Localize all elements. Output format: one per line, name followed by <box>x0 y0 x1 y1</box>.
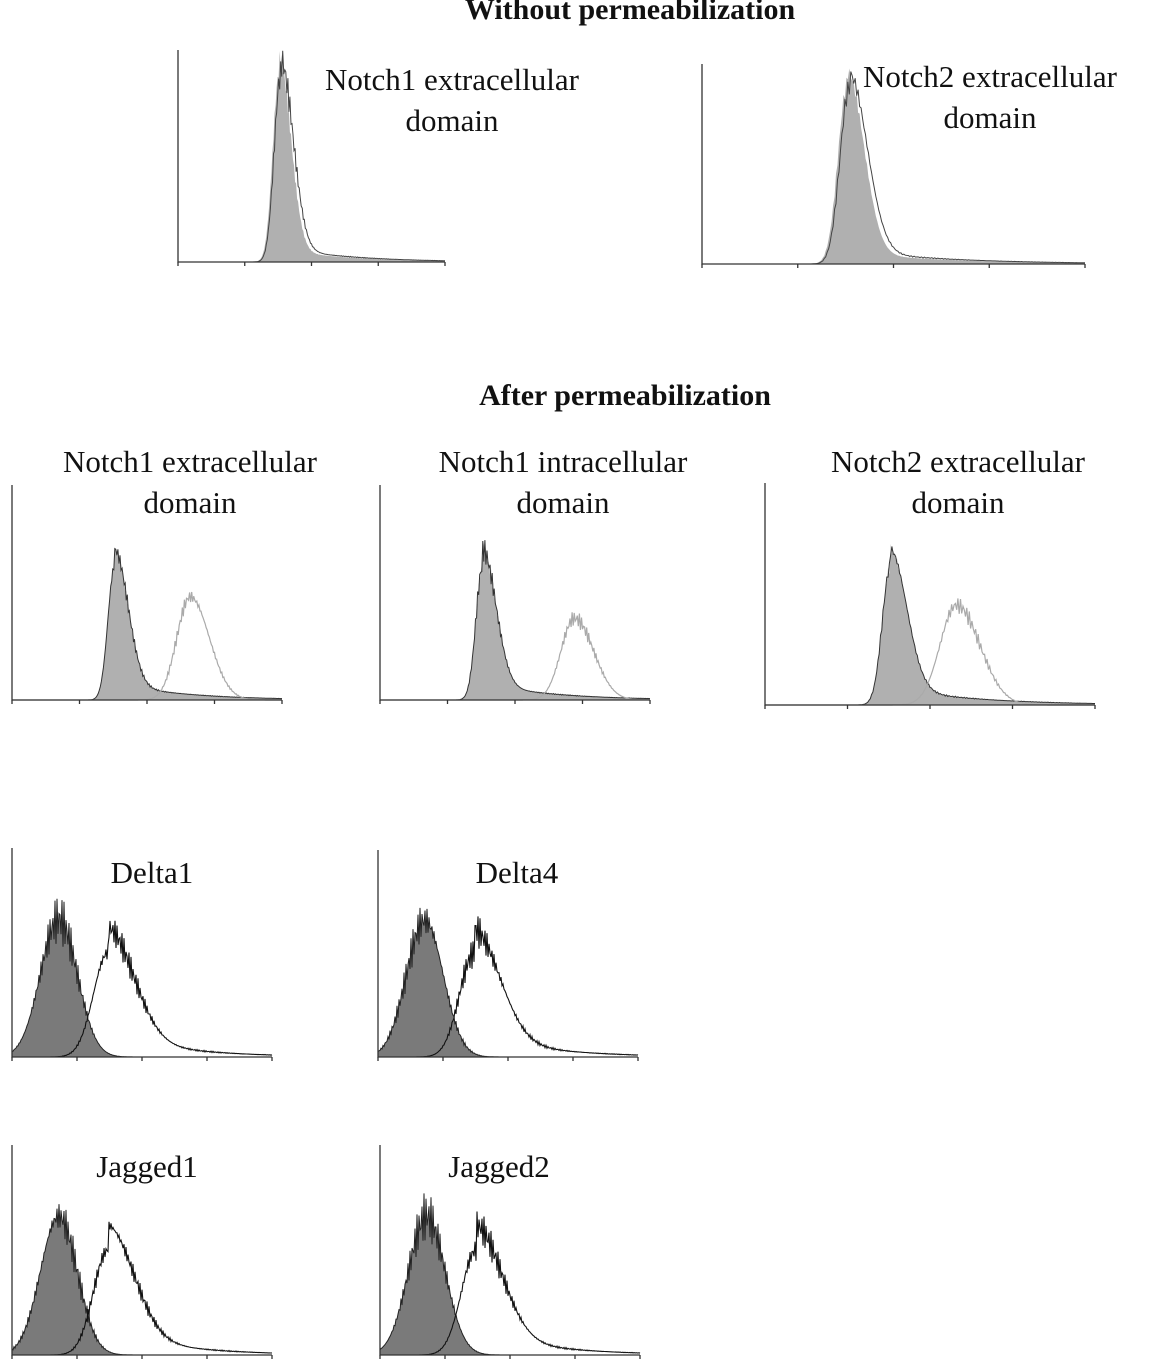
panel-title: domain <box>944 100 1037 135</box>
histogram-fill <box>379 1193 640 1356</box>
section-title: Without permeabilization <box>465 0 796 26</box>
panel-title: Notch1 intracellular <box>439 444 688 479</box>
histogram-fill <box>11 1204 272 1356</box>
histogram-line <box>380 540 651 701</box>
panel-title: Delta4 <box>476 855 559 890</box>
panel-title: domain <box>406 103 499 138</box>
section-title: After permeabilization <box>479 379 771 412</box>
panel-title: Notch2 extracellular <box>831 444 1086 479</box>
histogram-fill <box>380 541 650 700</box>
panel-title: Notch1 extracellular <box>63 444 318 479</box>
panel-title: domain <box>912 485 1005 520</box>
panel-title: domain <box>144 485 237 520</box>
panel-title: Notch2 extracellular <box>863 59 1118 94</box>
panel-title: Notch1 extracellular <box>325 62 580 97</box>
panel-title: Delta1 <box>111 855 194 890</box>
panel-title: domain <box>517 485 610 520</box>
histogram-fill <box>765 543 1095 705</box>
axis <box>379 485 650 701</box>
histogram-fill <box>377 907 638 1058</box>
histogram-fill <box>11 898 272 1058</box>
histogram-fill <box>702 68 1085 264</box>
histogram-line <box>765 546 1095 706</box>
histogram-fill <box>12 549 282 700</box>
panel-title: Jagged2 <box>448 1149 550 1184</box>
panel-title: Jagged1 <box>96 1149 198 1184</box>
histogram-line <box>12 547 283 701</box>
